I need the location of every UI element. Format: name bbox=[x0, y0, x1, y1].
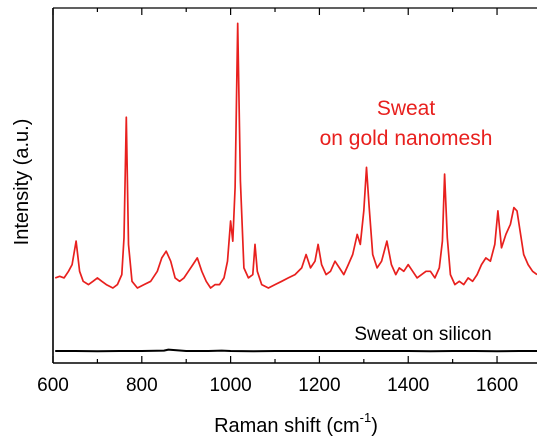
x-axis-title-main: Raman shift (cm bbox=[214, 415, 360, 437]
x-tick-label: 1200 bbox=[298, 375, 340, 396]
y-axis-title: Intensity (a.u.) bbox=[11, 119, 33, 246]
x-tick-label: 1600 bbox=[476, 375, 518, 396]
annotation-on-gold-nanomesh: on gold nanomesh bbox=[320, 127, 493, 150]
x-tick-label: 600 bbox=[37, 375, 69, 396]
series-layer bbox=[54, 22, 537, 353]
x-tick-label: 1000 bbox=[209, 375, 251, 396]
x-axis-title-close: ) bbox=[371, 415, 378, 437]
annotation-sweat: Sweat bbox=[377, 97, 436, 120]
plot-frame bbox=[52, 7, 537, 364]
x-axis-title-superscript: -1 bbox=[360, 410, 372, 425]
annotation-sweat-on-silicon: Sweat on silicon bbox=[354, 324, 491, 345]
x-tick-label: 800 bbox=[126, 375, 158, 396]
series-silicon-line bbox=[55, 348, 537, 353]
series-gold-line bbox=[54, 22, 537, 289]
x-axis-title: Raman shift (cm-1) bbox=[214, 410, 378, 437]
x-ticks: 600 800 1000 1200 1400 1600 bbox=[37, 8, 518, 396]
x-tick-label: 1400 bbox=[387, 375, 429, 396]
